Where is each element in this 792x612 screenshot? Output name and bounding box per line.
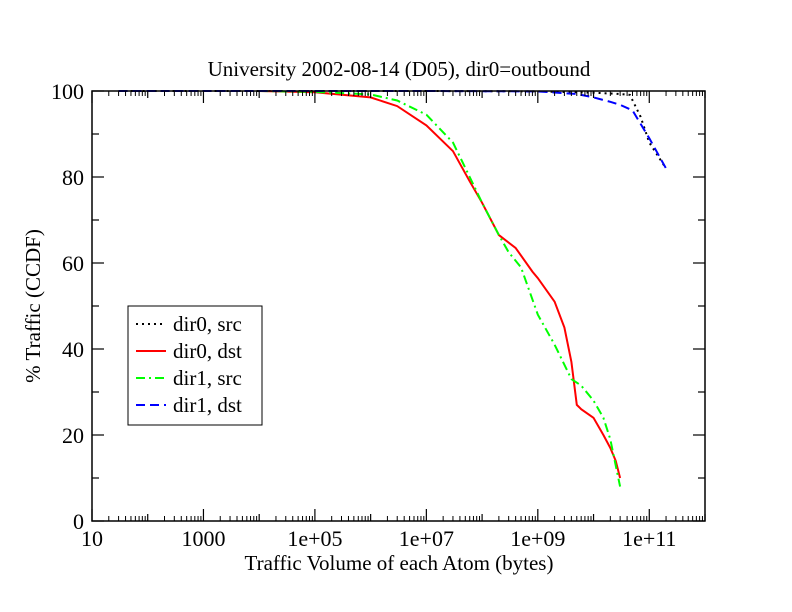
x-tick-label: 1e+11 (622, 526, 676, 551)
legend-label-4: dir1, dst (173, 393, 242, 417)
x-tick-label: 1e+09 (510, 526, 565, 551)
legend-label-3: dir1, src (173, 366, 242, 390)
y-tick-label: 60 (62, 251, 84, 276)
y-axis-label: % Traffic (CCDF) (21, 229, 45, 383)
x-axis-label: Traffic Volume of each Atom (bytes) (245, 551, 554, 575)
y-tick-label: 100 (51, 79, 84, 104)
chart-title: University 2002-08-14 (D05), dir0=outbou… (208, 57, 591, 81)
plot-frame (91, 90, 706, 522)
x-tick-label: 10 (81, 526, 103, 551)
series-line-3 (259, 90, 622, 487)
series-line-2 (259, 90, 622, 479)
y-tick-label: 40 (62, 337, 84, 362)
ticks-layer: 10 1000 1e+05 1e+07 1e+09 1e+11 0 20 40 60 80 100 (51, 79, 706, 551)
legend: dir0, src dir0, dst dir1, src dir1, dst (127, 305, 263, 426)
x-tick-label: 1e+07 (399, 526, 454, 551)
legend-label-1: dir0, src (173, 312, 242, 336)
x-tick-label: 1000 (181, 526, 225, 551)
y-tick-label: 20 (62, 423, 84, 448)
x-tick-label: 1e+05 (287, 526, 342, 551)
y-tick-label: 80 (62, 165, 84, 190)
legend-label-2: dir0, dst (173, 339, 242, 363)
y-tick-label: 0 (73, 509, 84, 534)
